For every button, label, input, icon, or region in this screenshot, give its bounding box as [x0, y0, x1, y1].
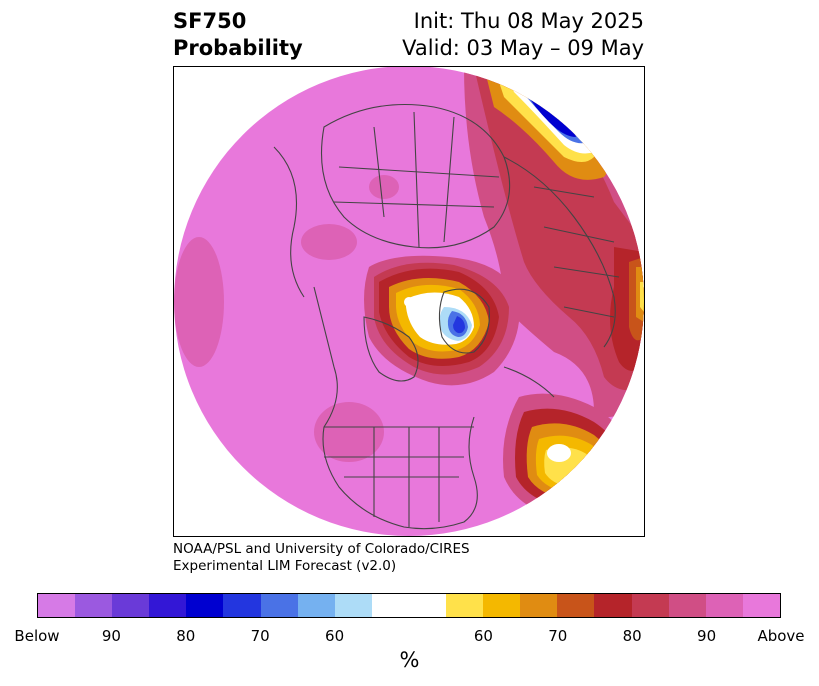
continent-outlines — [273, 103, 620, 530]
credit-text: NOAA/PSL and University of Colorado/CIRE… — [173, 541, 470, 575]
colorbar-swatch — [334, 594, 372, 617]
colorbar-swatch — [520, 594, 558, 617]
colorbar-tick-label: 90 — [101, 627, 121, 645]
map-svg — [174, 67, 644, 536]
colorbar-swatch — [371, 594, 409, 617]
colorbar-swatch — [483, 594, 521, 617]
colorbar-tick-label: 70 — [250, 627, 270, 645]
forecast-map — [173, 66, 645, 537]
colorbar-tick-label: 70 — [548, 627, 568, 645]
colorbar-swatch — [668, 594, 706, 617]
variable-title: SF750 — [173, 9, 247, 33]
colorbar-tick-label: 60 — [473, 627, 493, 645]
colorbar-swatch — [260, 594, 298, 617]
colorbar-tick-label: 60 — [325, 627, 345, 645]
colorbar-swatch — [186, 594, 224, 617]
colorbar-tick-label: 90 — [697, 627, 717, 645]
init-date: Init: Thu 08 May 2025 — [413, 9, 644, 33]
colorbar-tick-label: 80 — [176, 627, 196, 645]
colorbar-swatch — [594, 594, 632, 617]
title-left: SF750 Probability — [173, 8, 303, 62]
colorbar-swatch — [149, 594, 187, 617]
valid-range: Valid: 03 May – 09 May — [402, 36, 644, 60]
product-title: Probability — [173, 36, 303, 60]
colorbar-swatch — [408, 594, 447, 617]
colorbar-swatch — [446, 594, 484, 617]
colorbar-tick-label: 80 — [622, 627, 642, 645]
credit-line-2: Experimental LIM Forecast (v2.0) — [173, 558, 397, 574]
credit-line-1: NOAA/PSL and University of Colorado/CIRE… — [173, 541, 470, 557]
colorbar-swatch — [38, 594, 76, 617]
probability-field — [174, 67, 644, 536]
colorbar-swatch — [75, 594, 113, 617]
colorbar-swatch — [631, 594, 669, 617]
title-right: Init: Thu 08 May 2025 Valid: 03 May – 09… — [402, 8, 644, 62]
colorbar-tick-labels: Below 90 80 70 60 60 70 80 90 Above — [0, 627, 819, 647]
colorbar — [37, 593, 781, 618]
colorbar-swatch — [297, 594, 335, 617]
colorbar-swatch — [557, 594, 595, 617]
colorbar-swatch — [705, 594, 743, 617]
colorbar-swatch — [112, 594, 150, 617]
colorbar-swatch — [742, 594, 780, 617]
colorbar-tick-label: Below — [14, 627, 60, 645]
colorbar-unit: % — [399, 648, 420, 672]
colorbar-swatch — [223, 594, 261, 617]
colorbar-tick-label: Above — [757, 627, 805, 645]
